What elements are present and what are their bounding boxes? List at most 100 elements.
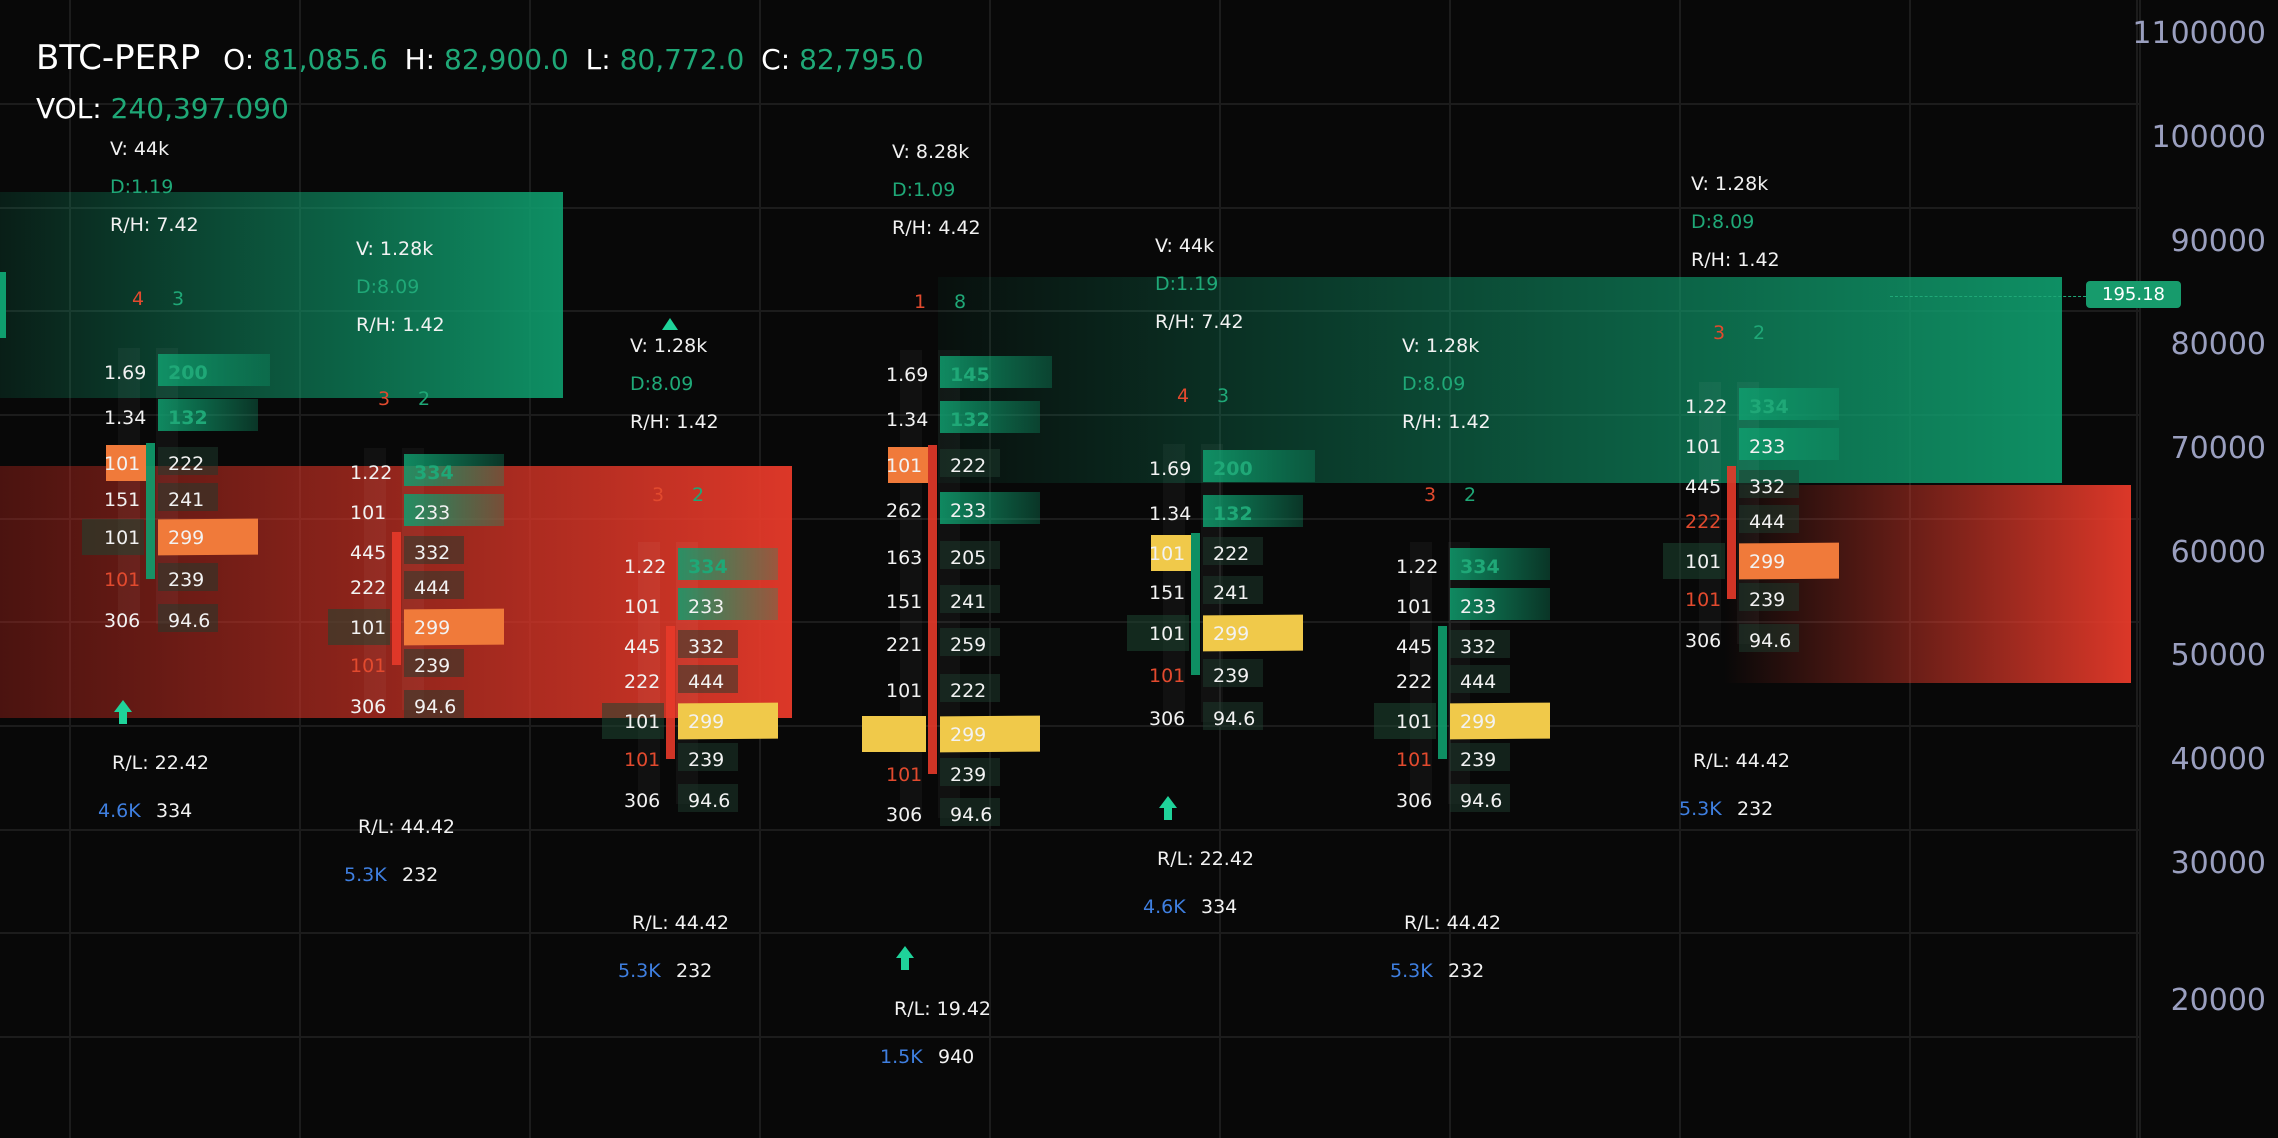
up-arrow-icon [901, 958, 909, 970]
ask-volume-cell: 101 [624, 711, 661, 733]
ask-volume-cell: 221 [886, 634, 923, 656]
bid-volume-cell: 233 [1460, 596, 1497, 618]
candle-body [1727, 466, 1736, 599]
ask-volume-cell: 101 [350, 617, 387, 639]
up-triangle-icon [662, 318, 678, 330]
candle-body [666, 626, 675, 759]
open-value: 81,085.6 [263, 43, 388, 76]
candle-volume: V: 1.28k [1402, 335, 1480, 357]
sell-count: 3 [652, 484, 665, 506]
level-shade [1450, 665, 1510, 693]
ask-volume-cell: 101 [886, 455, 923, 477]
footer-count: 334 [156, 800, 193, 822]
footer-delta: 5.3K [344, 864, 387, 886]
ask-volume-cell: 101 [1396, 749, 1433, 771]
candle-rh: R/H: 4.42 [892, 217, 981, 239]
level-shade [404, 571, 464, 599]
ask-volume-cell: 101 [1396, 711, 1433, 733]
buy-count: 2 [692, 484, 705, 506]
candle-volume: V: 1.28k [356, 238, 434, 260]
level-shade [1739, 583, 1799, 611]
candle-delta: D:1.19 [110, 176, 174, 198]
level-shade [940, 798, 1000, 826]
footer-count: 232 [1737, 798, 1774, 820]
candle-column-shade [118, 348, 140, 624]
bid-volume-bar [1450, 588, 1550, 620]
level-shade [1739, 505, 1799, 533]
candle-rl: R/L: 19.42 [894, 998, 992, 1020]
footer-delta: 4.6K [1143, 896, 1186, 918]
footer-count: 232 [402, 864, 439, 886]
bid-volume-cell: 94.6 [1749, 630, 1792, 652]
bid-volume-cell: 94.6 [168, 610, 211, 632]
bid-volume-cell: 94.6 [1460, 790, 1503, 812]
up-arrow-icon [896, 946, 914, 958]
candle-rl: R/L: 44.42 [1404, 912, 1502, 934]
ask-volume-cell: 101 [886, 680, 923, 702]
candle-rh: R/H: 1.42 [630, 411, 719, 433]
footer-count: 232 [676, 960, 713, 982]
level-shade [1739, 624, 1799, 652]
ask-volume-cell: 1.69 [104, 362, 147, 384]
candle-body [928, 445, 937, 774]
bid-volume-cell: 239 [1213, 665, 1250, 687]
bid-volume-bar [678, 548, 778, 580]
bid-volume-cell: 241 [950, 591, 987, 613]
bid-volume-cell: 200 [168, 362, 208, 384]
imbalance-bar [1374, 703, 1436, 739]
level-shade [1203, 659, 1263, 687]
ask-volume-cell: 1.22 [350, 462, 393, 484]
level-shade [158, 447, 218, 475]
volume-label: VOL: [36, 92, 102, 125]
level-shade [678, 784, 738, 812]
bid-volume-cell: 94.6 [414, 696, 457, 718]
bid-volume-cell: 222 [1213, 543, 1250, 565]
bid-volume-cell: 239 [1460, 749, 1497, 771]
candle-rl: R/L: 44.42 [632, 912, 730, 934]
bid-volume-cell: 299 [1749, 551, 1786, 573]
bid-volume-bar [940, 492, 1040, 524]
bid-volume-cell: 444 [1749, 511, 1786, 533]
imbalance-bar [1663, 543, 1725, 579]
ask-volume-cell: 151 [104, 489, 141, 511]
bid-volume-bar [158, 354, 270, 386]
high-value: 82,900.0 [444, 43, 569, 76]
bid-volume-bar [940, 401, 1040, 433]
ask-volume-cell: 306 [350, 696, 387, 718]
ask-volume-cell: 101 [624, 749, 661, 771]
candle-rl: R/L: 22.42 [112, 752, 210, 774]
imbalance-bar [602, 703, 664, 739]
ask-volume-cell: 1.34 [1149, 503, 1192, 525]
ask-volume-cell: 1.69 [886, 364, 929, 386]
candle-rl: R/L: 44.42 [1693, 750, 1791, 772]
bid-volume-cell: 132 [1213, 503, 1253, 525]
bid-volume-cell: 299 [414, 617, 451, 639]
price-axis[interactable]: 1100000 100000 90000 80000 70000 60000 5… [2132, 0, 2278, 1138]
ask-volume-cell: 101 [1396, 596, 1433, 618]
symbol-label[interactable]: BTC-PERP [36, 38, 201, 78]
level-shade [1739, 470, 1799, 498]
ask-volume-cell: 222 [624, 671, 661, 693]
price-tick: 80000 [2170, 327, 2266, 362]
bid-volume-bar [1739, 388, 1839, 420]
level-shade [1203, 537, 1263, 565]
ask-volume-cell: 222 [1685, 511, 1722, 533]
ask-volume-cell: 306 [104, 610, 141, 632]
bid-volume-cell: 332 [414, 542, 451, 564]
bid-volume-bar [1203, 495, 1303, 527]
candle-delta: D:8.09 [630, 373, 694, 395]
level-shade [158, 563, 218, 591]
ask-volume-cell: 1.22 [1685, 396, 1728, 418]
candle-delta: D:8.09 [1402, 373, 1466, 395]
bid-volume-cell: 334 [688, 556, 728, 578]
bid-volume-cell: 233 [950, 500, 987, 522]
bid-volume-cell: 332 [688, 636, 725, 658]
ask-volume-cell: 101 [104, 453, 141, 475]
ask-volume-cell: 222 [1396, 671, 1433, 693]
sell-count: 3 [1424, 484, 1437, 506]
price-tick: 60000 [2170, 535, 2266, 570]
level-shade [678, 665, 738, 693]
bid-volume-cell: 205 [950, 547, 987, 569]
bid-volume-cell: 444 [1460, 671, 1497, 693]
